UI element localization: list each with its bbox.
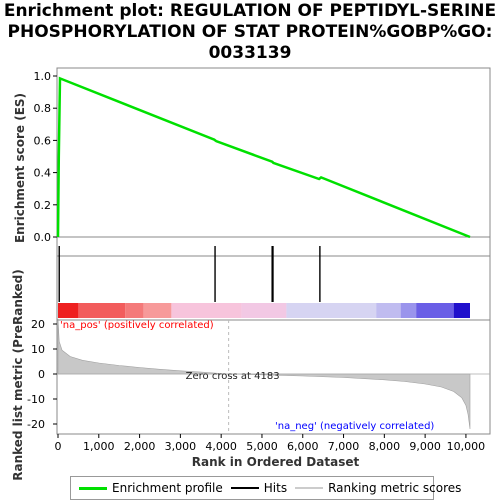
x-axis-label: Rank in Ordered Dataset (192, 455, 360, 469)
heatmap-band (286, 303, 377, 318)
heatmap-band (416, 303, 454, 318)
legend-label: Hits (263, 481, 288, 495)
es-y-axis-label: Enrichment score (ES) (13, 93, 27, 243)
chart-title-line: Enrichment plot: REGULATION OF PEPTIDYL-… (3, 1, 497, 21)
metric-y-tick-label: 0 (38, 368, 45, 381)
heatmap-band (125, 303, 144, 318)
legend-swatch-gray (295, 487, 324, 489)
legend-item-ranking-metric: Ranking metric scores (295, 481, 461, 495)
legend: Enrichment profile Hits Ranking metric s… (70, 476, 461, 500)
x-tick-label: 4,000 (205, 440, 237, 453)
es-y-tick-label: 0.6 (34, 134, 52, 147)
es-y-tick-label: 0.2 (34, 199, 52, 212)
x-tick-label: 2,000 (124, 440, 156, 453)
metric-y-tick-label: -10 (27, 393, 45, 406)
x-tick-label: 9,000 (409, 440, 441, 453)
legend-swatch-black (230, 487, 259, 489)
chart-title-line: PHOSPHORYLATION OF STAT PROTEIN%GOBP%GO: (7, 22, 493, 42)
x-tick-label: 6,000 (287, 440, 319, 453)
es-y-tick-label: 0.8 (34, 102, 52, 115)
es-y-tick-label: 0.0 (34, 231, 52, 244)
heatmap-band (400, 303, 417, 318)
heatmap-band (58, 303, 79, 318)
zero-cross-label: Zero cross at 4183 (186, 371, 280, 382)
positive-correlation-label: 'na_pos' (positively correlated) (60, 320, 214, 331)
x-tick-label: 5,000 (246, 440, 278, 453)
x-tick-label: 3,000 (165, 440, 197, 453)
heatmap-band (171, 303, 242, 318)
heatmap-band (78, 303, 126, 318)
legend-label: Ranking metric scores (328, 481, 462, 495)
x-tick-label: 7,000 (328, 440, 360, 453)
heatmap-band (241, 303, 287, 318)
es-y-tick-label: 0.4 (34, 167, 52, 180)
legend-label: Enrichment profile (112, 481, 223, 495)
legend-swatch-green (79, 486, 107, 490)
heatmap-band (376, 303, 401, 318)
negative-correlation-label: 'na_neg' (negatively correlated) (275, 421, 434, 432)
metric-y-tick-label: 20 (31, 318, 45, 331)
metric-y-axis-label: Ranked list metric (PreRanked) (11, 269, 25, 481)
x-tick-label: 10,000 (447, 440, 486, 453)
x-tick-label: 1,000 (83, 440, 115, 453)
metric-y-tick-label: -20 (27, 418, 45, 431)
x-tick-label: 8,000 (369, 440, 401, 453)
x-tick-label: 0 (55, 440, 62, 453)
enrichment-profile-line (56, 76, 471, 239)
legend-item-hits: Hits (230, 481, 288, 495)
metric-y-tick-label: 10 (31, 343, 45, 356)
chart-title-line: 0033139 (208, 43, 292, 63)
es-y-tick-label: 1.0 (34, 70, 52, 83)
chart-title: Enrichment plot: REGULATION OF PEPTIDYL-… (0, 1, 500, 64)
legend-item-enrichment-profile: Enrichment profile (79, 481, 223, 495)
heatmap-band (143, 303, 172, 318)
heatmap-band (453, 303, 470, 318)
